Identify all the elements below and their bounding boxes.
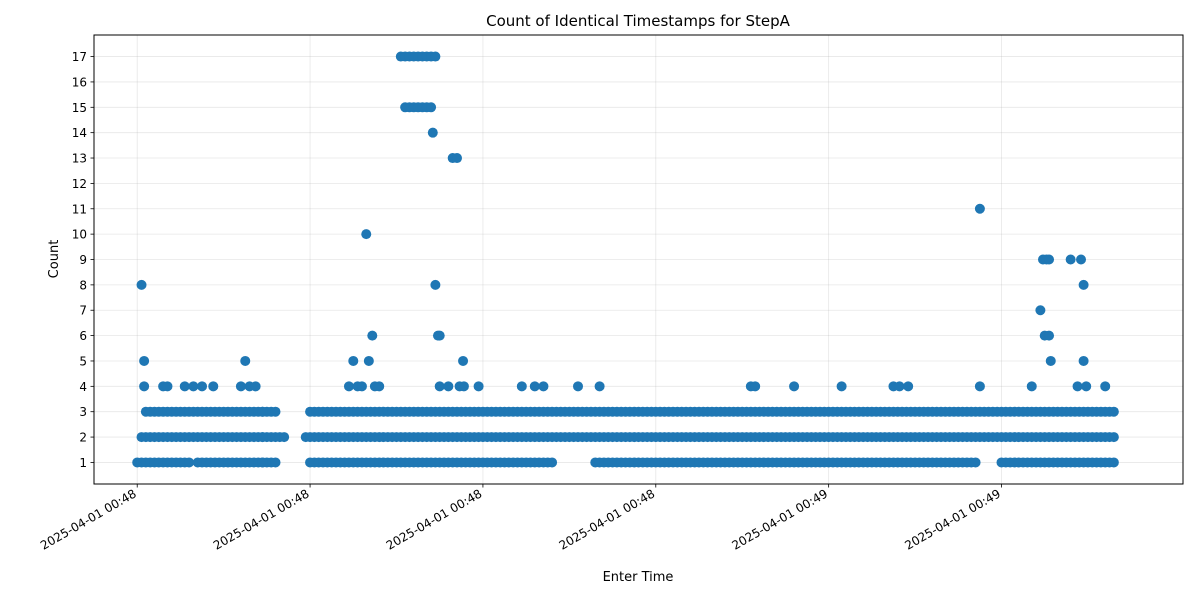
data-point [162, 381, 173, 392]
data-point [427, 127, 438, 138]
data-point [374, 381, 385, 392]
data-point [789, 381, 800, 392]
data-point [208, 381, 219, 392]
y-tick-label: 15 [72, 101, 87, 115]
data-point [458, 355, 469, 366]
data-point [257, 406, 268, 417]
data-point [1108, 432, 1119, 443]
y-tick-label: 2 [79, 431, 87, 445]
y-tick-label: 17 [72, 50, 87, 64]
data-point [270, 457, 281, 468]
data-point [836, 381, 847, 392]
y-tick-label: 10 [72, 228, 87, 242]
data-point [1108, 457, 1119, 468]
data-point [1081, 381, 1092, 392]
data-point [1044, 254, 1055, 265]
y-tick-label: 4 [79, 380, 87, 394]
data-point [547, 457, 558, 468]
data-point [974, 381, 985, 392]
y-tick-label: 13 [72, 152, 87, 166]
y-tick-label: 11 [72, 202, 87, 216]
y-tick-label: 1 [79, 456, 87, 470]
data-point [257, 432, 268, 443]
x-tick-label: 2025-04-01 00:48 [557, 486, 658, 552]
data-point [434, 381, 445, 392]
data-point [363, 355, 374, 366]
data-point [270, 406, 281, 417]
data-point [1100, 381, 1111, 392]
x-tick-label: 2025-04-01 00:48 [211, 486, 312, 552]
data-point [750, 381, 761, 392]
x-axis-title: Enter Time [603, 570, 674, 585]
y-tick-label: 12 [72, 177, 87, 191]
data-point [452, 153, 462, 164]
x-tick-label: 2025-04-01 00:48 [384, 486, 485, 552]
data-point [443, 381, 454, 392]
scatter-points [132, 51, 1119, 468]
data-point [1076, 254, 1087, 265]
data-point [1078, 355, 1089, 366]
y-tick-label: 7 [79, 304, 87, 318]
x-tick-label: 2025-04-01 00:49 [902, 486, 1003, 552]
data-point [367, 330, 378, 341]
data-point [1108, 406, 1119, 417]
data-point [594, 381, 605, 392]
data-point [1072, 381, 1083, 392]
data-point [136, 279, 147, 290]
data-point [343, 381, 354, 392]
y-tick-label: 5 [79, 354, 87, 368]
y-tick-label: 3 [79, 405, 87, 419]
data-point [894, 381, 905, 392]
chart-title: Count of Identical Timestamps for StepA [486, 12, 791, 30]
data-point [538, 381, 549, 392]
data-point [516, 381, 527, 392]
data-point [1045, 355, 1056, 366]
x-tick-label: 2025-04-01 00:48 [38, 486, 139, 552]
data-point [430, 279, 441, 290]
y-tick-label: 9 [79, 253, 87, 267]
data-point [184, 457, 195, 468]
data-point [361, 229, 372, 240]
data-point [139, 355, 150, 366]
data-point [188, 381, 199, 392]
data-point [573, 381, 583, 392]
data-point [1035, 305, 1046, 316]
data-point [473, 381, 484, 392]
x-tick-label: 2025-04-01 00:49 [729, 486, 830, 552]
data-point [426, 102, 437, 113]
y-tick-label: 16 [72, 75, 87, 89]
data-point [1078, 279, 1089, 290]
data-point [235, 381, 246, 392]
data-point [974, 203, 985, 214]
data-point [197, 381, 208, 392]
data-point [1026, 381, 1037, 392]
y-tick-label: 8 [79, 278, 87, 292]
data-point [179, 381, 190, 392]
data-point [458, 381, 469, 392]
data-point [257, 457, 268, 468]
data-point [279, 432, 290, 443]
data-point [1044, 330, 1055, 341]
y-axis-title: Count [47, 240, 62, 279]
data-point [1065, 254, 1076, 265]
data-point [529, 381, 540, 392]
data-point [139, 381, 150, 392]
data-point [903, 381, 914, 392]
data-point [430, 51, 441, 62]
x-axis-ticks: 2025-04-01 00:48 2025-04-01 00:48 2025-04-… [38, 484, 1003, 553]
data-point [970, 457, 981, 468]
data-point [240, 355, 251, 366]
data-point [434, 330, 445, 341]
y-tick-label: 6 [79, 329, 87, 343]
data-point [348, 355, 359, 366]
data-point [250, 381, 261, 392]
data-point [356, 381, 367, 392]
y-tick-label: 14 [72, 126, 87, 140]
